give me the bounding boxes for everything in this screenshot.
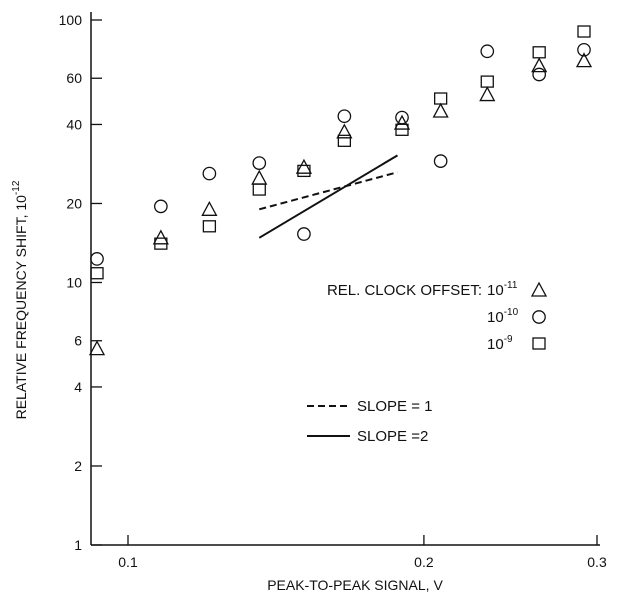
- circle-point: [433, 154, 448, 168]
- y-tick-label: 100: [59, 12, 83, 28]
- y-axis-label: RELATIVE FREQUENCY SHIFT, 10-12: [11, 180, 29, 419]
- square-point: [337, 134, 352, 147]
- legend-exponent: -11: [504, 280, 518, 291]
- circle-point: [154, 199, 168, 214]
- square-point: [480, 75, 494, 88]
- square-point: [90, 267, 104, 280]
- y-axis-label-exponent: -12: [11, 180, 22, 195]
- y-tick-label: 20: [66, 195, 82, 211]
- legend-entry-square: 10-9: [487, 334, 513, 353]
- triangle-point: [479, 86, 496, 102]
- legend-base: 10: [487, 309, 504, 326]
- square-point: [577, 25, 591, 38]
- triangle-point: [432, 102, 449, 118]
- triangle-point: [201, 200, 218, 216]
- y-tick-label: 4: [74, 379, 82, 395]
- series-circle: [90, 42, 591, 266]
- legend-base: 10: [487, 336, 504, 353]
- triangle-point: [152, 229, 169, 245]
- x-tick-label: 0.3: [587, 554, 607, 570]
- y-tick-label: 6: [74, 333, 82, 349]
- y-tick-label: 10: [66, 275, 82, 291]
- legend-slope-label: SLOPE = 1: [357, 398, 432, 415]
- triangle-point: [251, 169, 268, 185]
- circle-point: [297, 227, 311, 241]
- series-square: [90, 25, 591, 280]
- square-point: [532, 46, 546, 59]
- circle-point: [532, 67, 547, 82]
- square-point: [433, 92, 448, 105]
- circle-point: [395, 110, 409, 125]
- circle-point: [90, 252, 104, 266]
- triangle-point: [393, 114, 411, 130]
- legend-triangle-icon: [530, 281, 548, 297]
- legend-base: 10: [487, 282, 504, 299]
- triangle-point: [531, 57, 548, 73]
- slope-1-line: [259, 171, 398, 211]
- x-axis-label: PEAK-TO-PEAK SIGNAL, V: [267, 577, 443, 593]
- legend-slope-label: SLOPE =2: [357, 428, 428, 445]
- legend-exponent: -9: [504, 334, 513, 345]
- legend-entry-triangle: 10-11: [487, 280, 518, 299]
- x-tick-label: 0.1: [118, 554, 138, 570]
- square-point: [252, 183, 266, 196]
- square-point: [202, 220, 217, 233]
- triangle-point: [336, 123, 353, 139]
- x-tick-label: 0.2: [414, 554, 434, 570]
- triangle-point: [295, 158, 313, 174]
- y-tick-label: 40: [66, 116, 82, 132]
- triangle-point: [88, 340, 106, 356]
- circle-point: [577, 42, 591, 57]
- legend-entry-circle: 10-10: [487, 307, 519, 326]
- series-triangle: [88, 52, 593, 356]
- axes: [90, 12, 600, 546]
- tick-labels: 1 2 4 6 10 20 40 60 100 0.1 0.2 0.3: [59, 12, 607, 570]
- y-tick-label: 60: [66, 70, 82, 86]
- y-tick-label: 1: [74, 537, 82, 553]
- triangle-point: [575, 52, 593, 68]
- slope-2-line: [258, 154, 399, 239]
- legend-square-icon: [532, 337, 546, 350]
- data-markers: [88, 25, 593, 356]
- square-point: [297, 164, 311, 178]
- y-axis-label-text: RELATIVE FREQUENCY SHIFT, 10: [13, 195, 29, 420]
- circle-point: [202, 166, 217, 181]
- slope-lines: [258, 154, 399, 239]
- circle-point: [252, 156, 267, 170]
- square-point: [154, 237, 168, 250]
- ticks: [91, 19, 598, 546]
- legend-title: REL. CLOCK OFFSET:: [327, 282, 482, 299]
- square-point: [395, 123, 409, 136]
- y-tick-label: 2: [74, 458, 82, 474]
- circle-point: [480, 44, 495, 59]
- legend-circle-icon: [532, 310, 546, 324]
- legend-exponent: -10: [504, 307, 519, 318]
- circle-point: [337, 109, 352, 124]
